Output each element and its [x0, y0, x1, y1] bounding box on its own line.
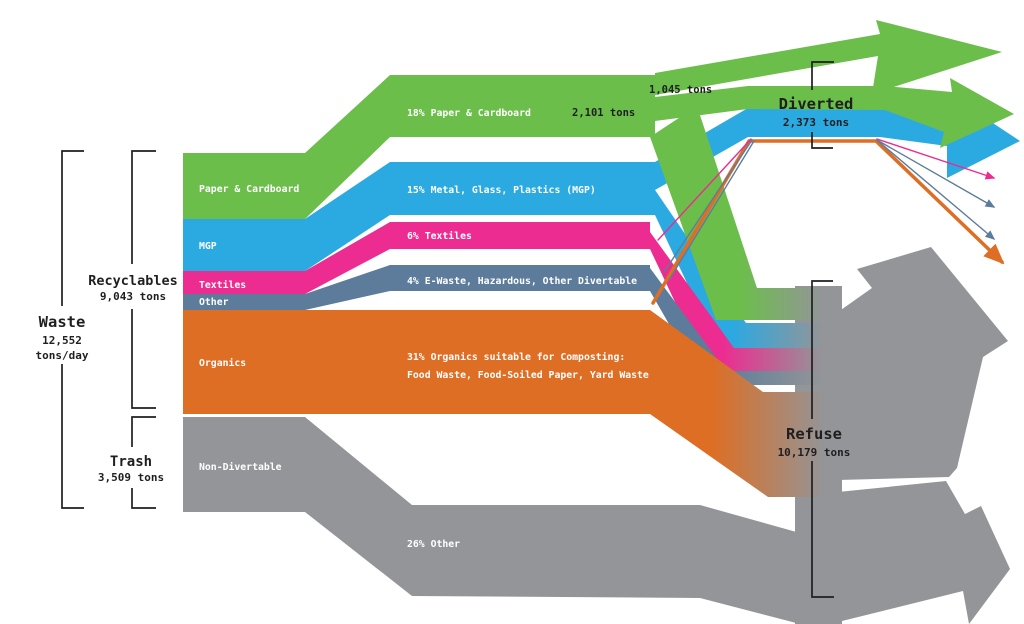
left-label-other: Other [199, 297, 229, 308]
recyclables-title: Recyclables [88, 273, 177, 289]
trash-title: Trash [110, 454, 152, 470]
trash-value: 3,509 tons [98, 471, 164, 484]
refuse-arrow-up-icon [838, 247, 1008, 480]
flow-other-main [183, 265, 650, 310]
flow-refuse-gray [183, 247, 1010, 624]
mid-label-paper: 18% Paper & Cardboard [407, 108, 531, 119]
band-labels: Paper & Cardboard MGP Textiles Other Org… [199, 108, 649, 550]
slate-diverted-line-a-in [663, 139, 753, 273]
tons-1045-label: 1,045 tons [649, 84, 712, 96]
tons-2101-label: 2,101 tons [572, 107, 635, 119]
waste-title: Waste [39, 313, 86, 331]
mid-label-ewaste: 4% E-Waste, Hazardous, Other Divertable [407, 275, 637, 287]
pink-diverted-line-in [657, 138, 752, 241]
left-label-textiles: Textiles [199, 279, 246, 291]
diverted-title: Diverted [779, 95, 854, 113]
mid-label-organics-2: Food Waste, Food-Soiled Paper, Yard Wast… [407, 369, 649, 381]
waste-bracket [61, 150, 84, 509]
refuse-title: Refuse [786, 425, 842, 443]
refuse-bracket [811, 280, 834, 598]
refuse-arrow-right-icon [838, 481, 1010, 624]
flow-non-divertable-band [183, 417, 800, 624]
diverted-value: 2,373 tons [783, 116, 849, 129]
flow-textiles-main [183, 222, 650, 294]
left-label-organics: Organics [199, 357, 246, 369]
flow-paper-upper-arrow-icon [655, 20, 1002, 95]
mid-label-mgp: 15% Metal, Glass, Plastics (MGP) [407, 184, 596, 196]
flow-mgp-main [183, 162, 655, 271]
mid-label-organics-1: 31% Organics suitable for Composting: [407, 351, 625, 363]
brackets [61, 61, 834, 598]
trash-bracket [131, 416, 156, 509]
flow-paper-diverted-arrow-icon [655, 78, 1014, 148]
slate-diverted-line-b-in [668, 140, 755, 281]
pink-diverted-line-out [876, 138, 996, 180]
flow-organics [183, 310, 830, 497]
refuse-value: 10,179 tons [778, 446, 851, 459]
slate-diverted-line-a-out [876, 139, 996, 208]
flow-paper-main [183, 75, 655, 219]
left-label-mgp: MGP [199, 241, 217, 252]
left-label-paper: Paper & Cardboard [199, 184, 299, 195]
recyclables-bracket [131, 150, 156, 409]
left-label-non-divertable: Non-Divertable [199, 461, 282, 473]
waste-value: 12,552 [42, 334, 82, 347]
recyclables-value: 9,043 tons [100, 290, 166, 303]
flow-paper-to-refuse [650, 106, 830, 320]
black-labels: Waste 12,552 tons/day Recyclables 9,043 … [36, 84, 854, 484]
mid-label-textiles: 6% Textiles [407, 230, 472, 242]
mid-label-other-26: 26% Other [407, 539, 460, 550]
waste-unit: tons/day [36, 349, 89, 362]
slate-diverted-line-b-out [877, 140, 996, 240]
diverted-bracket [811, 61, 834, 149]
